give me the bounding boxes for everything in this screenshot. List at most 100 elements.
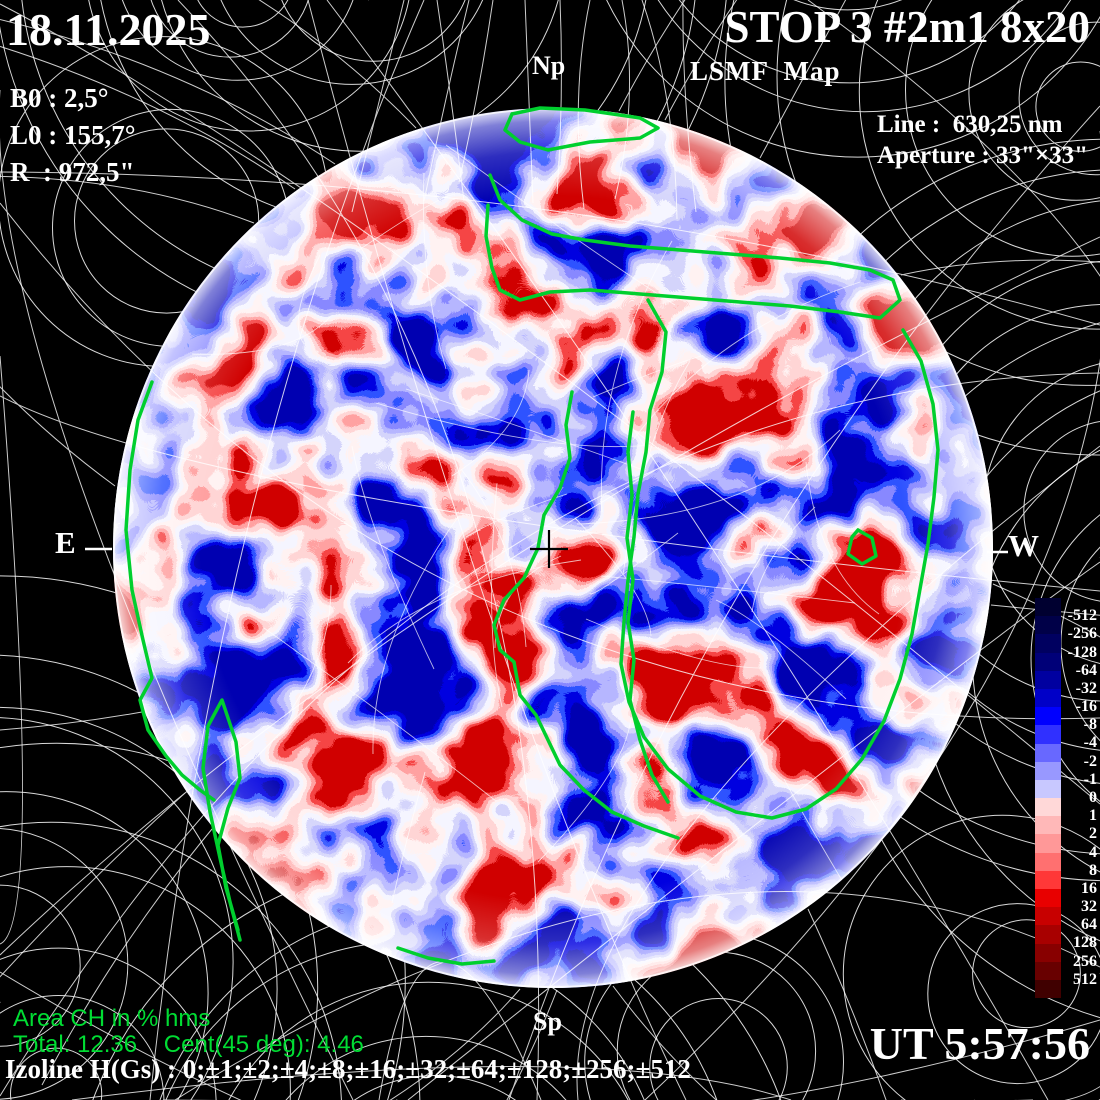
disk-center-cross [530,530,568,568]
west-label: W [1008,528,1039,563]
coronal-hole-contour [201,698,242,942]
field-line [0,706,278,1100]
field-line [0,395,1100,592]
field-line [353,1075,516,1100]
field-line [805,461,880,615]
field-line [577,0,591,210]
coronal-hole-contour [124,380,216,802]
param-radius: R : 972,5" [10,157,135,187]
field-line [0,884,81,1047]
coronal-hole-contour [484,173,902,320]
field-line [556,0,562,195]
east-label: E [55,525,76,560]
colorbar-segment [1035,889,1061,908]
field-line [0,866,291,1100]
colorbar-segment [1035,652,1061,671]
field-line [664,0,738,121]
instrument-title: STOP 3 #2m1 8x20 [724,2,1090,52]
field-line [614,0,631,200]
field-line [458,0,494,183]
colorbar-tick-label: 128 [1073,934,1097,952]
colorbar-segment [1035,834,1061,853]
field-line [682,0,697,213]
field-line [297,254,321,345]
field-line [759,0,846,159]
colorbar-segment [1035,798,1061,817]
field-line [228,981,629,1100]
colorbar-segment [1035,907,1061,926]
field-line [606,0,1100,158]
colorbar-segment [1035,779,1061,799]
field-line [508,105,1100,1100]
colorbar-segment [1035,870,1061,889]
field-line [858,0,1100,330]
field-line [678,0,1020,84]
field-line [351,0,405,213]
colorbar-segment [1035,634,1061,653]
field-line [0,372,1100,1097]
field-line [751,506,816,613]
izoline-levels-label: Izoline H(Gs) : 0;±1;±2;±4;±8;±16;±32;±6… [5,1054,691,1084]
field-line [601,240,673,513]
field-line [657,0,1072,113]
field-line [715,599,847,700]
field-line [0,202,1100,720]
field-line [0,711,143,731]
field-line [0,175,255,224]
colorbar-segment [1035,979,1061,999]
colorbar-segment [1035,816,1061,835]
colorbar-tick-label: 16 [1081,879,1097,897]
colorbar-segment [1035,725,1061,744]
field-line [375,402,651,448]
field-line [0,654,319,1100]
area-ch-label: Area CH in % hms [13,1005,211,1032]
field-line [0,575,406,1100]
field-line [0,947,217,1100]
field-line [537,717,632,863]
field-line [347,559,582,664]
coronal-hole-contour [492,390,680,840]
field-line [793,0,903,11]
field-line [574,517,652,637]
universal-time: UT 5:57:56 [869,1018,1090,1069]
colorbar [1035,598,1061,999]
colorbar-segment [1035,852,1061,871]
param-b0: B0 : 2,5° [10,83,109,113]
colorbar-tick-label: 1 [1089,807,1097,825]
field-line [992,583,1100,638]
field-line [632,281,861,441]
field-line [585,618,762,669]
colorbar-tick-label: -8 [1083,716,1097,734]
colorbar-segment [1035,707,1061,726]
colorbar-tick-label: 2 [1089,825,1097,843]
colorbar-tick-label: 64 [1081,916,1097,934]
field-line [807,0,1100,558]
field-line [451,369,530,477]
field-line [71,1066,792,1100]
colorbar-segment [1035,961,1061,980]
field-line [724,0,1100,456]
field-line [0,3,1100,805]
field-line [641,0,678,220]
colorbar-tick-label: -512 [1067,607,1097,625]
field-line [174,891,1100,1100]
field-line [0,717,234,1100]
coronal-hole-contour [846,528,878,566]
field-line [285,1035,567,1100]
colorbar-tick-label: 32 [1081,898,1097,916]
colorbar-tick-label: 8 [1089,861,1097,879]
param-aperture: Aperture : 33"×33" [877,142,1088,169]
field-line [0,742,421,1100]
field-line [990,604,1100,616]
field-line [968,0,1100,201]
colorbar-tick-label: -64 [1075,661,1097,679]
colorbar-tick-label: 0 [1089,789,1097,806]
field-line [618,0,686,112]
field-line [88,0,410,132]
colorbar-segment [1035,761,1061,780]
field-line [612,985,718,1100]
field-line [972,919,1081,1029]
field-line [0,828,129,1100]
